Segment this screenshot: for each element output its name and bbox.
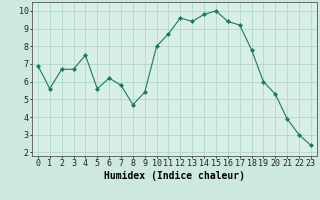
X-axis label: Humidex (Indice chaleur): Humidex (Indice chaleur) [104, 171, 245, 181]
